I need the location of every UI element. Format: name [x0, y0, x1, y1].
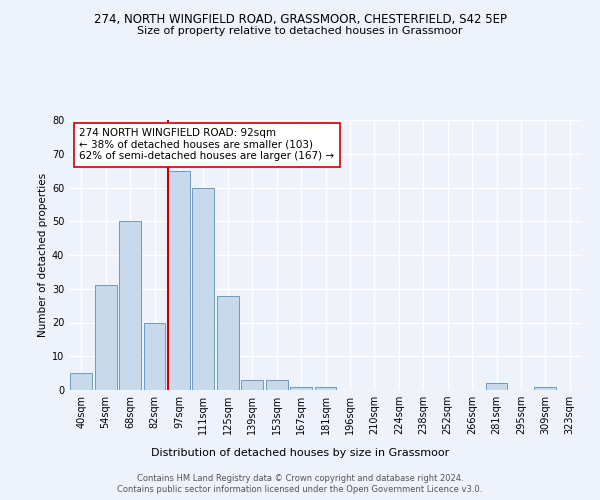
- Bar: [217, 296, 239, 390]
- Text: Contains public sector information licensed under the Open Government Licence v3: Contains public sector information licen…: [118, 485, 482, 494]
- Bar: [241, 380, 263, 390]
- Bar: [314, 386, 337, 390]
- Bar: [266, 380, 287, 390]
- Bar: [485, 383, 508, 390]
- Bar: [535, 386, 556, 390]
- Text: Contains HM Land Registry data © Crown copyright and database right 2024.: Contains HM Land Registry data © Crown c…: [137, 474, 463, 483]
- Text: 274 NORTH WINGFIELD ROAD: 92sqm
← 38% of detached houses are smaller (103)
62% o: 274 NORTH WINGFIELD ROAD: 92sqm ← 38% of…: [79, 128, 334, 162]
- Bar: [95, 286, 116, 390]
- Bar: [70, 373, 92, 390]
- Text: Size of property relative to detached houses in Grassmoor: Size of property relative to detached ho…: [137, 26, 463, 36]
- Bar: [143, 322, 166, 390]
- Text: Distribution of detached houses by size in Grassmoor: Distribution of detached houses by size …: [151, 448, 449, 458]
- Y-axis label: Number of detached properties: Number of detached properties: [38, 173, 47, 337]
- Text: 274, NORTH WINGFIELD ROAD, GRASSMOOR, CHESTERFIELD, S42 5EP: 274, NORTH WINGFIELD ROAD, GRASSMOOR, CH…: [94, 12, 506, 26]
- Bar: [168, 170, 190, 390]
- Bar: [119, 221, 141, 390]
- Bar: [290, 386, 312, 390]
- Bar: [193, 188, 214, 390]
